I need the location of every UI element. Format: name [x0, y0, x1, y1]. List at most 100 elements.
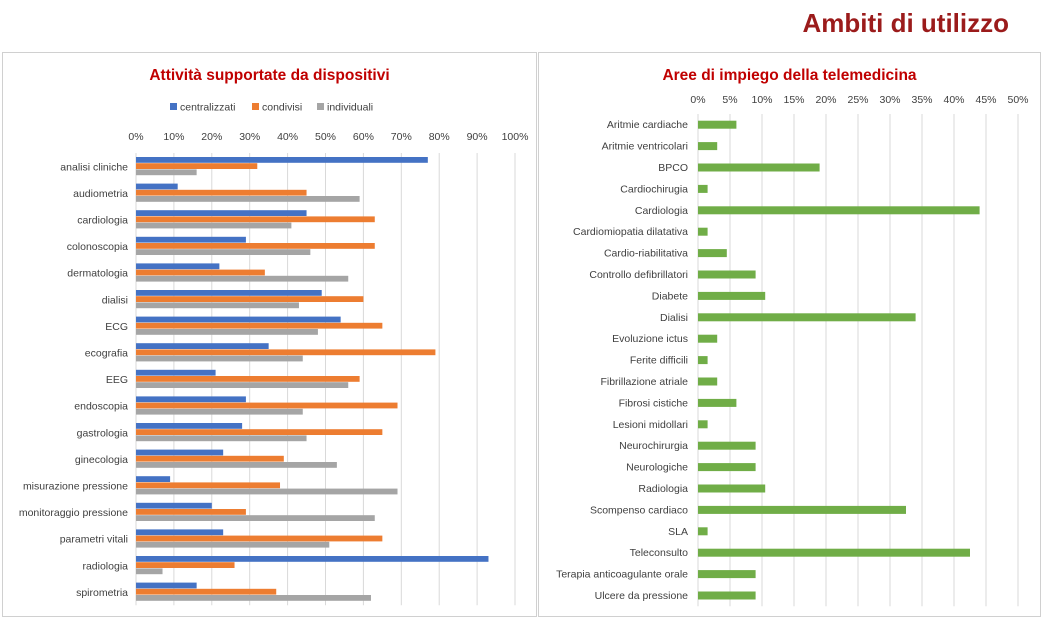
x-tick-label: 30%	[239, 131, 260, 143]
bar-centralizzati	[136, 476, 171, 482]
bar-condivisi	[136, 243, 375, 249]
category-label: BPCO	[658, 162, 688, 174]
bar-centralizzati	[136, 236, 246, 243]
category-label: Neurochirurgia	[619, 440, 688, 452]
x-tick-label: 70%	[391, 131, 412, 143]
activities-chart: centralizzati condivisi individuali 0% 10% 20…	[19, 102, 529, 606]
x-tick-label: 10%	[751, 94, 772, 106]
x-tick-label: 45%	[975, 94, 996, 106]
bar-individuali	[136, 222, 292, 229]
bar-condivisi	[136, 588, 277, 595]
x-tick-label: 30%	[879, 94, 900, 106]
legend-label-centralizzati: centralizzati	[180, 102, 235, 114]
x-tick-label: 20%	[201, 131, 222, 143]
telemedicine-chart-panel: Aree di impiego della telemedicina 0% 5% 1…	[538, 52, 1041, 617]
bar-area	[698, 420, 708, 429]
bar-centralizzati	[136, 343, 269, 349]
category-label: misurazione pressione	[23, 481, 128, 493]
category-label: spirometria	[76, 587, 128, 599]
bar-area	[698, 142, 718, 151]
x-tick-label: 80%	[429, 131, 450, 143]
bar-individuali	[136, 462, 337, 468]
legend-label-individuali: individuali	[327, 102, 373, 114]
category-label: EEG	[106, 374, 128, 386]
bar-area	[698, 163, 820, 172]
bar-area	[698, 291, 766, 300]
category-label: Diabete	[652, 290, 688, 302]
bar-area	[698, 591, 756, 600]
bar-individuali	[136, 435, 307, 442]
bar-centralizzati	[136, 529, 224, 536]
legend-swatch-individuali	[317, 103, 324, 110]
bar-individuali	[136, 169, 197, 176]
category-label: analisi cliniche	[60, 161, 128, 173]
category-label: Evoluzione ictus	[612, 333, 688, 345]
category-label: dermatologia	[67, 268, 128, 280]
bar-area	[698, 270, 756, 279]
x-tick-label: 100%	[502, 131, 529, 143]
category-label: colonoscopia	[67, 241, 128, 253]
bar-centralizzati	[136, 396, 246, 403]
bar-condivisi	[136, 376, 360, 382]
category-label: Aritmie cardiache	[607, 119, 688, 131]
bar-area	[698, 484, 766, 493]
bar-centralizzati	[136, 556, 489, 562]
bar-individuali	[136, 515, 375, 521]
bar-condivisi	[136, 322, 383, 329]
bar-condivisi	[136, 562, 235, 568]
bar-centralizzati	[136, 316, 341, 323]
bar-individuali	[136, 196, 360, 202]
bar-area	[698, 206, 980, 215]
category-label: Cardiochirugia	[620, 183, 688, 195]
category-label: Teleconsulto	[630, 547, 689, 559]
bar-area	[698, 548, 970, 557]
category-label: endoscopia	[74, 401, 128, 413]
telemedicine-chart-title: Aree di impiego della telemedicina	[662, 67, 917, 84]
telemedicine-chart: 0% 5% 10% 15% 20% 25% 30% 35% 40% 45% 50% Aritmie c…	[556, 94, 1029, 607]
x-tick-label: 40%	[943, 94, 964, 106]
legend-swatch-condivisi	[252, 103, 259, 110]
category-label: Controllo defibrillatori	[589, 269, 688, 281]
bar-condivisi	[136, 482, 281, 489]
legend-swatch-centralizzati	[170, 103, 177, 110]
category-label: gastrologia	[77, 427, 129, 439]
bar-area	[698, 227, 708, 236]
category-label: Cardio-riabilitativa	[604, 248, 688, 260]
bar-individuali	[136, 382, 349, 388]
bar-area	[698, 527, 708, 536]
bar-condivisi	[136, 163, 258, 169]
bar-area	[698, 398, 737, 407]
x-tick-label: 5%	[722, 94, 737, 106]
bar-area	[698, 184, 708, 193]
category-label: monitoraggio pressione	[19, 507, 128, 519]
x-tick-label: 35%	[911, 94, 932, 106]
bar-area	[698, 505, 906, 514]
x-tick-label: 50%	[315, 131, 336, 143]
bar-condivisi	[136, 216, 375, 223]
bar-centralizzati	[136, 502, 212, 509]
bar-centralizzati	[136, 263, 220, 270]
bar-centralizzati	[136, 449, 224, 456]
x-tick-label: 0%	[128, 131, 143, 143]
category-label: Fibrillazione atriale	[600, 376, 688, 388]
bar-area	[698, 249, 727, 258]
bar-condivisi	[136, 296, 364, 302]
category-label: cardiologia	[77, 215, 128, 227]
bar-area	[698, 356, 708, 365]
bar-individuali	[136, 568, 163, 575]
bar-area	[698, 570, 756, 579]
category-label: ecografia	[85, 348, 128, 360]
category-label: radiologia	[82, 560, 128, 572]
bar-condivisi	[136, 349, 436, 356]
bar-individuali	[136, 595, 371, 601]
category-label: Terapia anticoagulante orale	[556, 569, 688, 581]
bar-condivisi	[136, 269, 265, 276]
x-tick-label: 50%	[1007, 94, 1028, 106]
x-tick-label: 0%	[690, 94, 705, 106]
category-label: ginecologia	[75, 454, 128, 466]
bar-individuali	[136, 408, 303, 415]
bar-individuali	[136, 302, 299, 309]
category-label: parametri vitali	[60, 534, 128, 546]
bar-centralizzati	[136, 423, 243, 429]
bar-individuali	[136, 275, 349, 282]
